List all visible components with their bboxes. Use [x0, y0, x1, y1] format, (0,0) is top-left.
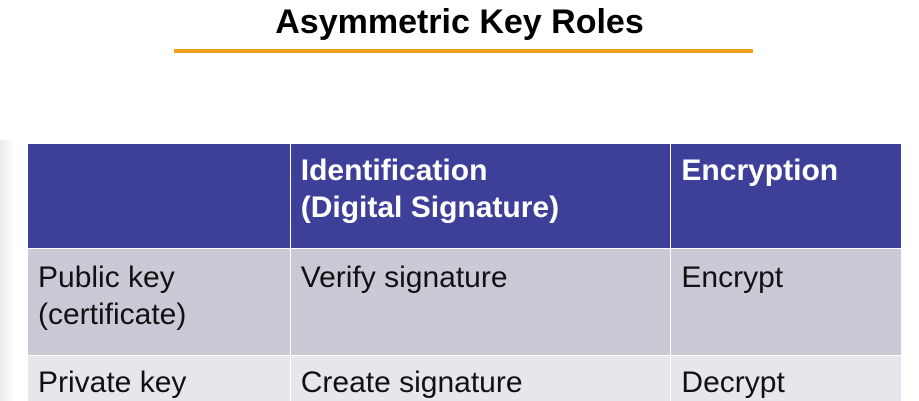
title-underline	[174, 49, 753, 53]
cell-key-type: Public key (certificate)	[27, 248, 291, 356]
table-header-row: Identification (Digital Signature) Encry…	[27, 143, 902, 249]
slide-title: Asymmetric Key Roles	[275, 3, 644, 41]
cell-encryption: Decrypt	[670, 355, 902, 401]
header-cell-identification: Identification (Digital Signature)	[289, 143, 672, 249]
header-identification-line2: (Digital Signature)	[300, 191, 560, 224]
cell-identification: Verify signature	[289, 248, 672, 356]
header-identification-line1: Identification	[300, 154, 488, 187]
header-cell-encryption: Encryption	[670, 143, 902, 249]
cell-encryption: Encrypt	[670, 248, 902, 356]
header-cell-empty	[27, 143, 291, 249]
key-type-line2: (certificate)	[38, 298, 187, 331]
cell-key-type: Private key	[27, 355, 291, 401]
key-roles-table: Identification (Digital Signature) Encry…	[27, 143, 902, 401]
table-row: Private key Create signature Decrypt	[27, 355, 902, 401]
left-edge-shadow	[0, 140, 14, 401]
table-row: Public key (certificate) Verify signatur…	[27, 248, 902, 356]
cell-identification: Create signature	[289, 355, 672, 401]
key-type-line1: Public key	[38, 261, 175, 294]
